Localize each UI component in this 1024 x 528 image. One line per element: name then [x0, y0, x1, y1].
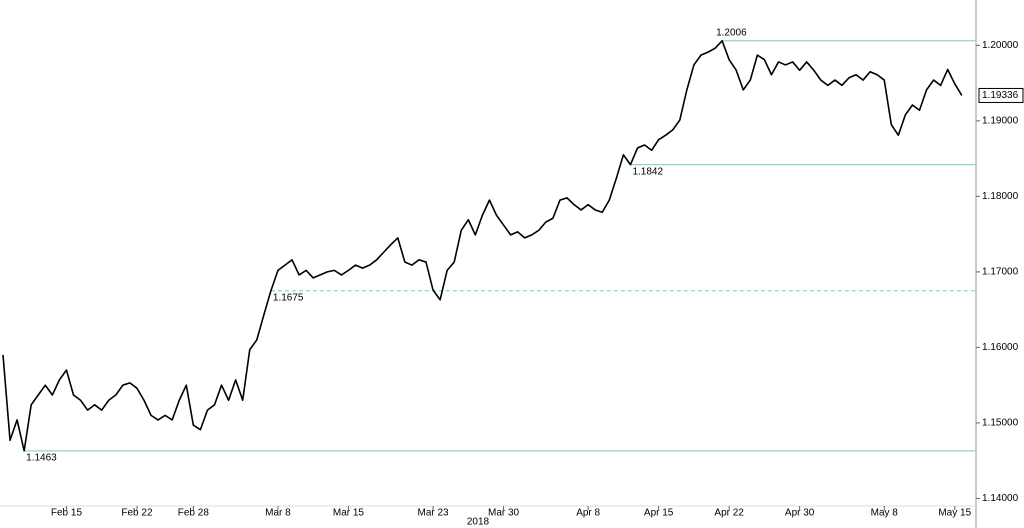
- x-tick-label: Mar 15: [333, 508, 365, 519]
- x-tick-label: Feb 22: [121, 508, 153, 519]
- x-tick-label: Apr 30: [785, 508, 815, 519]
- x-tick-label: Apr 22: [714, 508, 744, 519]
- y-tick-label: 1.16000: [982, 342, 1019, 353]
- x-tick-label: Feb 28: [178, 508, 210, 519]
- x-tick-label: Mar 8: [265, 508, 291, 519]
- y-tick-label: 1.18000: [982, 191, 1019, 202]
- level-label: 1.2006: [716, 27, 747, 38]
- level-label: 1.1463: [26, 453, 57, 464]
- y-tick-label: 1.20000: [982, 40, 1019, 51]
- x-tick-label: May 15: [938, 508, 971, 519]
- x-tick-label: Apr 8: [576, 508, 600, 519]
- price-line: [2, 39, 963, 452]
- x-tick-label: Mar 23: [417, 508, 449, 519]
- y-tick-label: 1.14000: [982, 493, 1019, 504]
- last-price-box: [978, 87, 1024, 103]
- x-tick-label: May 8: [871, 508, 899, 519]
- y-tick-label: 1.15000: [982, 418, 1019, 429]
- level-label: 1.1842: [632, 166, 663, 177]
- x-axis-label: 2018: [467, 517, 490, 528]
- y-tick-label: 1.19000: [982, 115, 1019, 126]
- level-label: 1.1675: [273, 292, 304, 303]
- x-tick-label: Apr 15: [644, 508, 674, 519]
- y-tick-label: 1.17000: [982, 267, 1019, 278]
- x-tick-label: Mar 30: [488, 508, 520, 519]
- last-price-label: 1.19336: [982, 90, 1019, 101]
- x-tick-label: Feb 15: [51, 508, 83, 519]
